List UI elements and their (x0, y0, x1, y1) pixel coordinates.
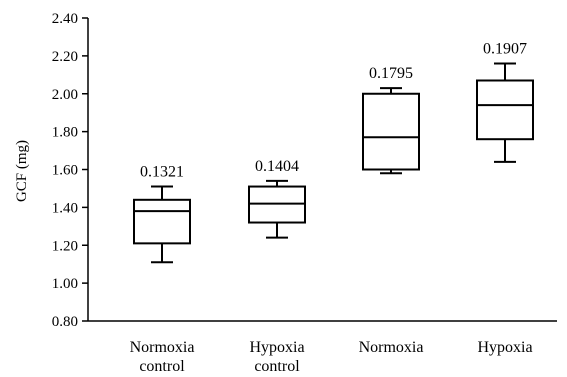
iqr-box (362, 92, 420, 171)
data-label: 0.1404 (255, 158, 299, 175)
x-tick-labels: Normoxia control Hypoxia control Normoxia Hyp… (130, 339, 533, 375)
data-label: 0.1795 (369, 65, 413, 82)
y-tick-label: 2.00 (52, 87, 78, 103)
x-tick-label-line: Hypoxia (249, 339, 304, 356)
x-tick-label: Normoxia (359, 339, 424, 356)
y-tick-label: 2.20 (52, 49, 78, 65)
y-axis-label: GCF (mg) (14, 140, 30, 202)
box-group: 0.1404 (248, 158, 306, 239)
data-label: 0.1321 (140, 164, 184, 181)
y-tick-label: 1.40 (52, 200, 78, 216)
x-tick-label: Hypoxia (477, 339, 532, 356)
boxes: 0.1321 0.1404 0.1795 0.1907 (133, 40, 534, 264)
y-tick-label: 1.80 (52, 125, 78, 141)
y-tick-label: 2.40 (52, 11, 78, 27)
y-tick-label: 0.80 (52, 314, 78, 330)
x-tick-label-line: Hypoxia (477, 339, 532, 356)
x-tick-label-line: control (139, 358, 185, 375)
iqr-box (133, 198, 191, 245)
y-tick-label: 1.00 (52, 276, 78, 292)
y-tick-label: 1.20 (52, 238, 78, 254)
x-tick-label-line: control (254, 358, 300, 375)
x-tick-label: Normoxia control (130, 339, 195, 375)
y-tick-label: 1.60 (52, 163, 78, 179)
box-group: 0.1321 (133, 164, 191, 264)
box-group: 0.1795 (362, 65, 420, 175)
x-tick-label-line: Normoxia (130, 339, 195, 356)
x-tick-label-line: Normoxia (359, 339, 424, 356)
box-group: 0.1907 (476, 40, 534, 163)
iqr-box (476, 79, 534, 141)
x-tick-label: Hypoxia control (249, 339, 304, 375)
data-label: 0.1907 (483, 40, 527, 57)
y-ticks: 0.80 1.00 1.20 1.40 1.60 1.80 2.00 2.20 2.40 (52, 11, 88, 330)
